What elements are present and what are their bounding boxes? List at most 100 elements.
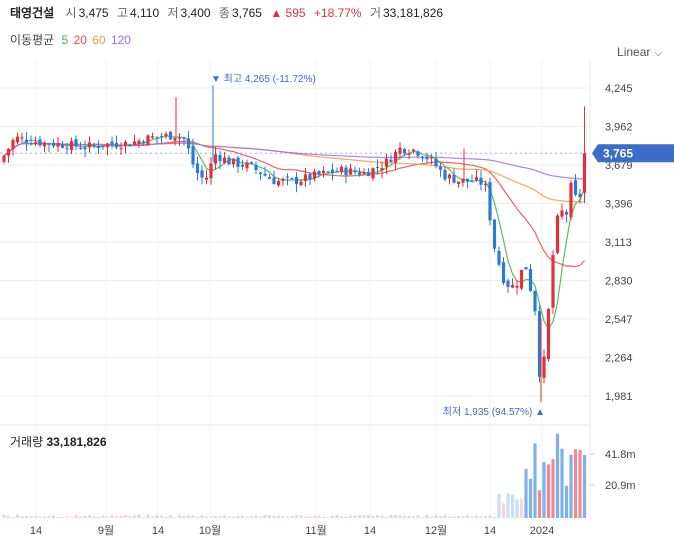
volume-bar (398, 515, 402, 518)
volume-bar (290, 515, 294, 518)
candle-body (29, 143, 33, 145)
volume-bar (15, 514, 20, 518)
volume-bar (303, 516, 308, 518)
candle-body (15, 136, 20, 143)
volume-bar (362, 515, 366, 518)
x-tick-label: 14 (364, 525, 376, 537)
volume-bar (564, 485, 569, 518)
volume-bar (411, 515, 416, 518)
y-tick-label: 4,245 (605, 83, 633, 95)
volume-bar (182, 515, 186, 518)
candle-body (537, 311, 542, 377)
candle-body (416, 151, 420, 156)
candle-body (294, 177, 299, 185)
volume-bar (38, 516, 42, 518)
candle-body (425, 156, 429, 160)
low-value: 3,400 (180, 6, 211, 20)
volume-bar (578, 450, 582, 518)
candle-body (209, 163, 213, 179)
candle-body (461, 179, 465, 183)
volume-bar (524, 468, 528, 518)
volume-bar (434, 515, 438, 518)
volume-bar (317, 515, 321, 518)
volume-bar (479, 516, 483, 518)
candle-body (236, 157, 240, 167)
volume-bar (240, 515, 245, 518)
candle-body (344, 167, 348, 176)
volume-bar (510, 494, 515, 518)
candle-body (51, 142, 56, 147)
candle-body (560, 210, 564, 217)
candle-body (263, 173, 267, 176)
volume-bar (258, 516, 263, 518)
volume-bar (335, 515, 339, 518)
volume-bar (330, 515, 335, 518)
volume-bar (33, 516, 38, 518)
candle-body (308, 173, 312, 180)
candle-body (290, 177, 294, 179)
ma-5[interactable]: 5 (61, 33, 69, 47)
candle-body (33, 142, 38, 144)
candle-body (69, 141, 74, 150)
candle-body (105, 143, 110, 148)
candles (2, 85, 587, 403)
volume-bar (555, 433, 560, 518)
volume-bar (375, 515, 380, 518)
candle-body (267, 177, 272, 179)
candle-body (272, 177, 276, 185)
volume-bar (20, 515, 24, 518)
candle-body (564, 211, 569, 215)
volume-bar (294, 515, 299, 518)
volume-bar (56, 516, 60, 518)
volume-bar (569, 454, 573, 518)
y-tick-label: 3,113 (605, 237, 632, 249)
candle-body (240, 164, 245, 167)
candle-body (231, 158, 236, 165)
high-value: 4,110 (129, 6, 160, 20)
volume-label: 거 (369, 6, 381, 20)
volume-bar (92, 516, 96, 518)
candle-body (24, 139, 29, 143)
volume-bar (51, 515, 56, 518)
volume-bar (443, 514, 447, 518)
candle-body (353, 170, 357, 173)
low-label: 저 (167, 6, 179, 20)
volume-bar (128, 516, 132, 518)
volume-bar (146, 514, 150, 518)
candle-body (483, 183, 488, 186)
current-price-label: 3,765 (603, 146, 633, 160)
candle-body (168, 131, 173, 140)
volume-bar (357, 515, 362, 518)
ma-60[interactable]: 60 (92, 33, 106, 47)
candle-body (218, 154, 222, 161)
candle-body (452, 174, 456, 183)
volume-bar (213, 516, 218, 518)
candle-body (510, 285, 515, 288)
candle-body (411, 149, 416, 152)
ma-120[interactable]: 120 (110, 33, 131, 47)
candle-body (371, 168, 375, 179)
candle-body (2, 155, 6, 162)
candle-body (456, 181, 461, 184)
candle-body (87, 142, 92, 148)
candle-body (582, 153, 587, 193)
volume-value: 33,181,826 (383, 6, 444, 20)
close-value: 3,765 (231, 6, 262, 20)
candle-body (123, 141, 128, 147)
max-annotation: ▼ 최고 4,265 (-11.72%) (211, 73, 316, 85)
volume-bar (119, 515, 123, 518)
change-value: ▲ 595 (270, 6, 306, 20)
candle-body (56, 143, 60, 147)
high-label: 고 (116, 6, 128, 20)
volume-bar (60, 516, 65, 518)
ma-20[interactable]: 20 (73, 33, 87, 47)
candle-body (393, 151, 398, 163)
candle-body (254, 164, 258, 170)
volume-bar (42, 516, 47, 518)
candle-body (519, 269, 524, 289)
scale-selector[interactable]: Linear ⌵ (617, 45, 662, 59)
volume-bar (551, 459, 555, 518)
candle-body (506, 280, 510, 287)
candle-body (110, 141, 114, 145)
